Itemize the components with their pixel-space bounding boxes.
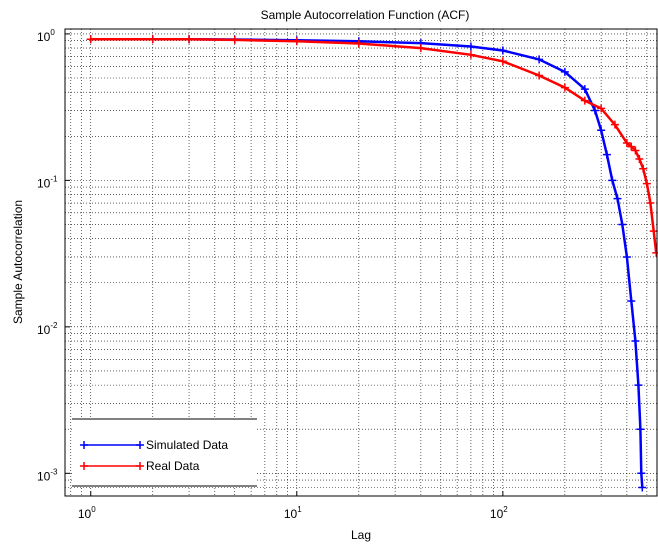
data-point (636, 425, 645, 434)
data-point (638, 483, 647, 492)
x-axis-label: Lag (351, 528, 371, 542)
y-tick-label: 100 (37, 28, 55, 44)
data-point (634, 381, 643, 390)
legend-label-real: Real Data (146, 459, 200, 473)
data-point (560, 83, 569, 92)
data-point (230, 35, 239, 44)
data-point (635, 154, 644, 163)
y-tick-label: 10-3 (37, 467, 58, 483)
plot-area-frame (64, 28, 658, 497)
data-point (597, 104, 606, 113)
data-point (535, 71, 544, 80)
data-point (631, 146, 640, 155)
data-point (642, 179, 651, 188)
data-point (652, 248, 658, 257)
data-point (608, 176, 617, 185)
legend-entry-real: Real Data (80, 459, 200, 473)
y-tick-label: 10-1 (37, 174, 58, 190)
data-point (416, 44, 425, 53)
data-point (627, 142, 636, 151)
series-line (90, 37, 658, 253)
data-point (610, 120, 619, 129)
data-point (649, 227, 658, 236)
data-point (627, 297, 636, 306)
data-point (498, 57, 507, 66)
x-tick-label: 101 (284, 505, 302, 521)
legend-box (72, 419, 257, 486)
data-point (185, 35, 194, 44)
data-point (354, 39, 363, 48)
data-point (618, 220, 627, 229)
data-point (292, 37, 301, 46)
data-point (466, 42, 475, 51)
data-point (466, 50, 475, 59)
legend-entry-simulated: Simulated Data (80, 438, 228, 452)
data-point (597, 126, 606, 135)
chart-title: Sample Autocorrelation Function (ACF) (261, 8, 470, 22)
data-point (631, 337, 640, 346)
data-point (613, 194, 622, 203)
data-point (560, 67, 569, 76)
y-tick-label: 10-2 (37, 321, 58, 337)
legend-label-simulated: Simulated Data (146, 438, 228, 452)
series-real-data (86, 35, 658, 257)
legend-marker-simulated (80, 441, 144, 449)
data-point (602, 150, 611, 159)
legend-marker-real (80, 462, 144, 470)
data-point (639, 164, 648, 173)
data-point (580, 85, 589, 94)
data-point (148, 35, 157, 44)
data-point (498, 46, 507, 55)
x-tick-label: 102 (490, 505, 508, 521)
data-point (580, 96, 589, 105)
data-point (637, 469, 646, 478)
data-point (622, 252, 631, 261)
y-axis-label: Sample Autocorrelation (11, 200, 25, 324)
data-point (622, 138, 631, 147)
data-point (646, 199, 655, 208)
data-point (86, 35, 95, 44)
data-point (535, 55, 544, 64)
data-point (590, 106, 599, 115)
legend: Simulated Data Real Data (72, 418, 257, 487)
data-marks (86, 35, 658, 492)
x-tick-label: 100 (78, 505, 96, 521)
